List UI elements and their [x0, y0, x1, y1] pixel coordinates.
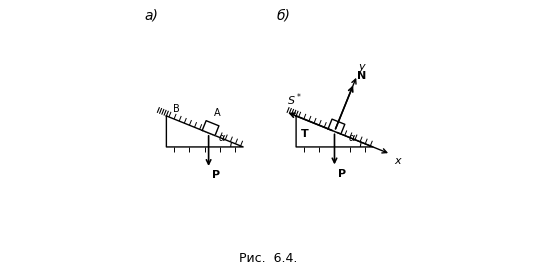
Text: б): б) [277, 8, 291, 22]
Text: A: A [214, 108, 220, 118]
Text: y: y [359, 62, 365, 72]
Polygon shape [202, 121, 219, 136]
Polygon shape [166, 116, 243, 147]
Text: B: B [173, 104, 180, 114]
Text: P: P [338, 169, 346, 179]
Text: T: T [301, 129, 309, 139]
Text: α: α [219, 133, 225, 143]
Text: x: x [394, 156, 401, 166]
Text: а): а) [144, 8, 158, 22]
Text: $S^*$: $S^*$ [287, 92, 302, 108]
Polygon shape [328, 119, 345, 134]
Polygon shape [296, 116, 373, 147]
Text: N: N [357, 71, 366, 81]
Text: α: α [349, 133, 355, 143]
Text: Рис.  6.4.: Рис. 6.4. [240, 252, 297, 265]
Text: P: P [212, 170, 220, 180]
